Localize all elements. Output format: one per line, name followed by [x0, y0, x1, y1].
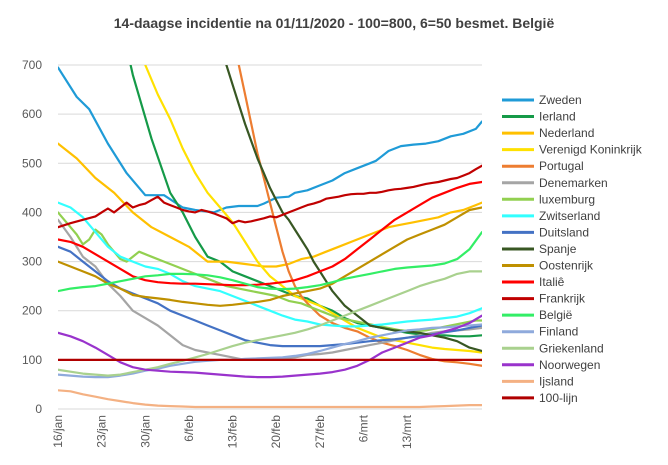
- x-tick-label: 13/feb: [226, 415, 240, 449]
- series-line-spanje: [225, 65, 482, 353]
- x-tick-label: 27/feb: [313, 415, 327, 449]
- series-line-verenigd-koninkrijk: [144, 65, 482, 354]
- series-line-griekenland: [58, 270, 482, 377]
- legend-label: Verenigd Koninkrijk: [539, 143, 643, 157]
- series-line-frankrijk: [58, 164, 482, 229]
- series-line-zweden: [58, 66, 482, 214]
- y-tick-label: 500: [22, 156, 42, 170]
- series-line-noorwegen: [58, 314, 482, 379]
- legend: Zweden Ierland Nederland Verenigd Koninkrij…: [502, 93, 643, 405]
- legend-label: Finland: [539, 325, 578, 339]
- axes: 0 100 200 300 400 500 600 700 16/jan 23/jan 30/jan…: [22, 58, 414, 449]
- series-line-ijsland: [58, 389, 482, 409]
- legend-label: Zwitserland: [539, 209, 600, 223]
- y-tick-label: 400: [22, 205, 42, 219]
- y-tick-label: 200: [22, 304, 42, 318]
- series-line-finland: [58, 323, 482, 379]
- legend-label: België: [539, 308, 573, 322]
- plot-area: [58, 65, 482, 409]
- legend-label: Noorwegen: [539, 358, 600, 372]
- legend-label: Italiê: [539, 275, 565, 289]
- legend-label: Nederland: [539, 126, 594, 140]
- y-tick-label: 300: [22, 255, 42, 269]
- legend-label: Duitsland: [539, 225, 589, 239]
- legend-label: Spanje: [539, 242, 577, 256]
- series-line-portugal: [237, 65, 482, 367]
- y-tick-label: 0: [35, 402, 42, 416]
- x-tick-label: 6/mrt: [357, 414, 371, 442]
- legend-label: Portugal: [539, 159, 584, 173]
- legend-label: luxemburg: [539, 192, 595, 206]
- y-tick-label: 700: [22, 58, 42, 72]
- chart-title: 14-daagse incidentie na 01/11/2020 - 100…: [114, 15, 555, 31]
- legend-label: Zweden: [539, 93, 582, 107]
- y-tick-label: 600: [22, 107, 42, 121]
- legend-label: Ierland: [539, 110, 576, 124]
- x-tick-label: 23/jan: [95, 415, 109, 448]
- legend-label: Oostenrijk: [539, 259, 594, 273]
- series-line-oostenrijk: [58, 206, 482, 307]
- legend-label: Denemarken: [539, 176, 608, 190]
- x-tick-label: 16/jan: [51, 415, 65, 448]
- x-tick-label: 13/mrt: [400, 414, 414, 449]
- x-tick-label: 30/jan: [138, 415, 152, 448]
- x-tick-label: 20/feb: [269, 415, 283, 449]
- legend-label: 100-lijn: [539, 391, 578, 405]
- y-tick-label: 100: [22, 353, 42, 367]
- series-line-nederland: [58, 142, 482, 268]
- legend-label: Griekenland: [539, 341, 604, 355]
- x-tick-label: 6/feb: [182, 415, 196, 442]
- series-line-itali-: [58, 180, 482, 287]
- series-line-belgi-: [58, 231, 482, 293]
- legend-label: Frankrijk: [539, 292, 586, 306]
- series-line-zwitserland: [58, 201, 482, 328]
- legend-label: Ijsland: [539, 374, 574, 388]
